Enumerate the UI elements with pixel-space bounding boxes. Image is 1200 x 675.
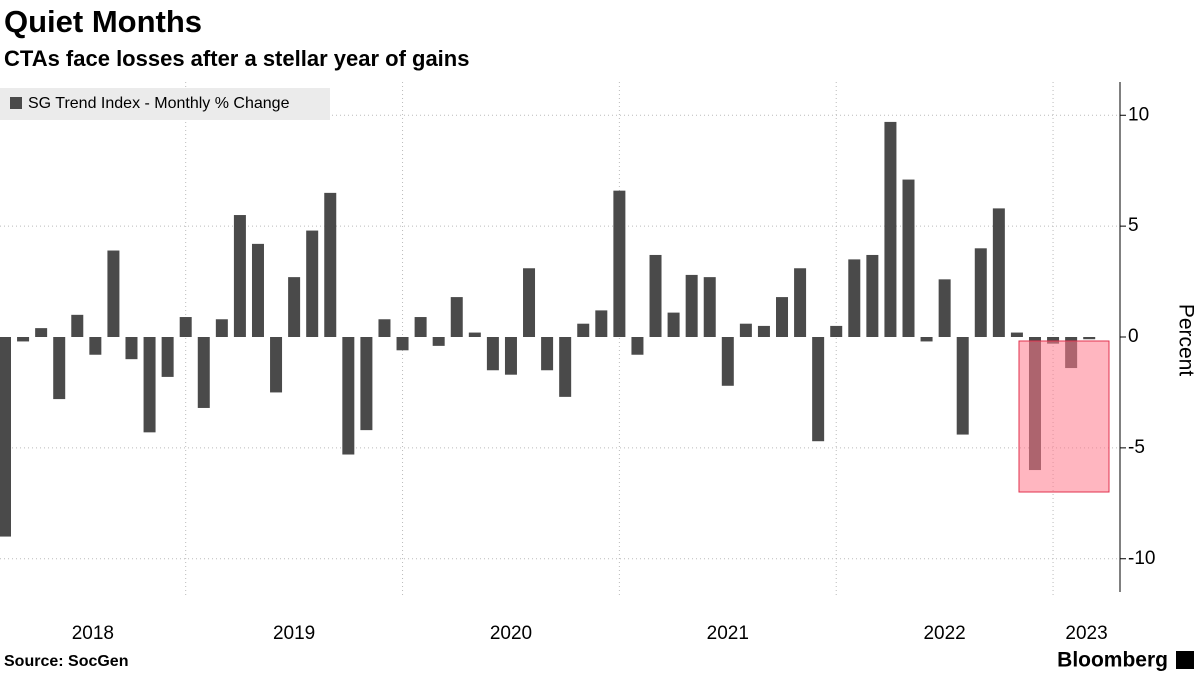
legend-box [0, 88, 330, 120]
bar [938, 279, 951, 337]
bar [667, 312, 680, 337]
bar [703, 277, 716, 337]
bar [270, 337, 283, 393]
bar [812, 337, 825, 442]
bar [233, 215, 246, 337]
bar [378, 319, 391, 337]
highlight-box [1018, 340, 1110, 493]
bar [757, 325, 770, 337]
bar [721, 337, 734, 386]
brand-icon [1176, 651, 1194, 669]
bar [17, 337, 30, 342]
y-tick-label: -10 [1128, 548, 1155, 569]
bar [396, 337, 409, 351]
x-tick-label: 2022 [923, 623, 965, 644]
x-tick-label: 2019 [273, 623, 315, 644]
bar [107, 250, 120, 337]
bar [215, 319, 228, 337]
bar [974, 248, 987, 337]
bar [541, 337, 554, 371]
bar [125, 337, 138, 360]
bar [432, 337, 445, 346]
bar [306, 230, 319, 337]
x-tick-label: 2021 [707, 623, 749, 644]
bar [523, 268, 536, 337]
bar [685, 274, 698, 337]
bar [559, 337, 572, 397]
bar [35, 328, 48, 337]
bar [324, 192, 337, 337]
bar [161, 337, 174, 377]
bar [0, 337, 11, 537]
legend-label: SG Trend Index - Monthly % Change [28, 95, 290, 112]
bar [360, 337, 373, 431]
chart-title: Quiet Months [4, 4, 202, 39]
bar [577, 323, 590, 337]
bar [1010, 332, 1023, 337]
bar [992, 208, 1005, 337]
bar [1083, 337, 1096, 340]
bar [504, 337, 517, 375]
bar [71, 314, 84, 337]
y-axis-label: Percent [1174, 304, 1197, 377]
bar [486, 337, 499, 371]
bar [830, 325, 843, 337]
bar [288, 277, 301, 337]
bar [251, 243, 264, 337]
bar [143, 337, 156, 433]
bar [902, 179, 915, 337]
bar [884, 121, 897, 337]
chart-subtitle: CTAs face losses after a stellar year of… [4, 46, 469, 71]
bar [450, 297, 463, 337]
bar [468, 332, 481, 337]
brand: Bloomberg [1057, 649, 1168, 672]
bar [649, 254, 662, 337]
y-tick-label: 5 [1128, 215, 1139, 236]
y-tick-label: 0 [1128, 326, 1139, 347]
bar [866, 254, 879, 337]
bar [89, 337, 102, 355]
y-tick-label: 10 [1128, 104, 1149, 125]
bar [414, 317, 427, 337]
bar [53, 337, 66, 400]
bar [197, 337, 210, 408]
bar [613, 190, 626, 337]
bar [342, 337, 355, 455]
bar [848, 259, 861, 337]
bar [776, 297, 789, 337]
bar [595, 310, 608, 337]
bar [1047, 337, 1060, 344]
plot: 2018 2019 2020 2021 2022 2023 -10 -5 0 5 10 [0, 82, 1155, 644]
source: Source: SocGen [4, 653, 128, 670]
x-tick-label: 2018 [72, 623, 114, 644]
x-tick-label: 2023 [1065, 623, 1107, 644]
y-tick-label: -5 [1128, 437, 1145, 458]
bar [956, 337, 969, 435]
bar [631, 337, 644, 355]
x-tick-label: 2020 [490, 623, 532, 644]
bar [794, 268, 807, 337]
legend-swatch [10, 97, 22, 109]
bar [179, 317, 192, 337]
bar [920, 337, 933, 342]
bar [739, 323, 752, 337]
